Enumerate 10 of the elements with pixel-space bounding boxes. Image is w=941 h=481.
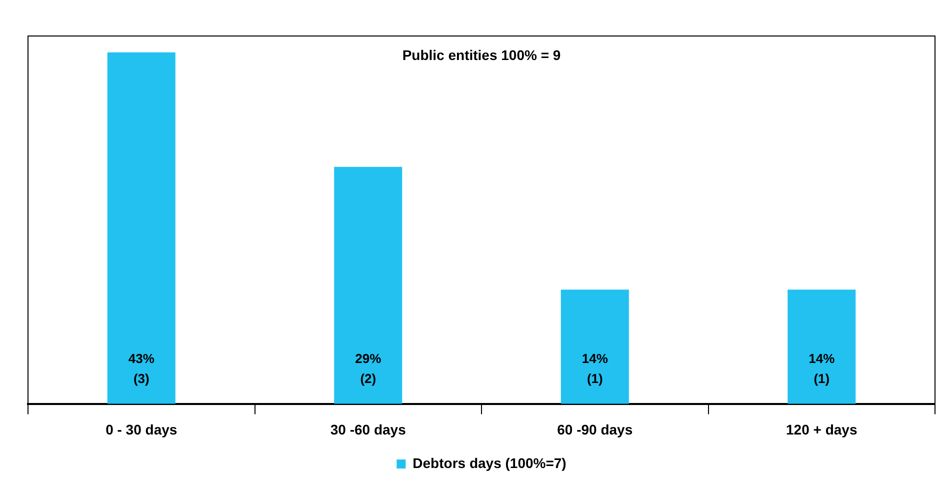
data-label: 29% (2): [355, 350, 382, 386]
x-tick-label: 30 -60 days: [330, 421, 406, 438]
data-label: 43% (3): [128, 350, 155, 386]
x-tick-label: 60 -90 days: [557, 421, 633, 438]
legend-label: Debtors days (100%=7): [412, 454, 566, 471]
data-label: 14% (1): [582, 350, 608, 386]
chart-title: Public entities 100% = 9: [402, 46, 561, 63]
data-label: 14% (1): [808, 350, 836, 386]
x-tick-label: 120 + days: [786, 421, 858, 438]
x-tick-label: 0 - 30 days: [106, 421, 178, 438]
